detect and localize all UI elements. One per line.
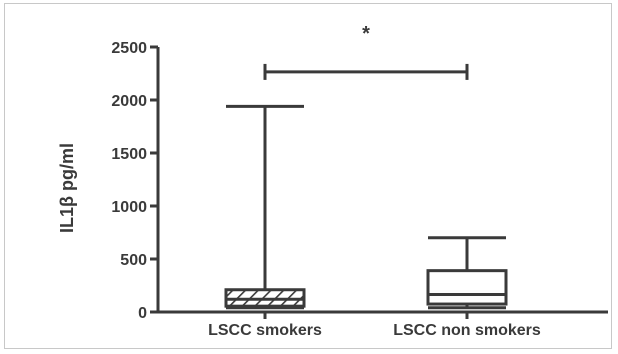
y-tick-label: 0 <box>138 305 147 322</box>
category-label: LSCC non smokers <box>393 322 541 339</box>
y-tick-label: 1500 <box>111 146 147 163</box>
y-tick-label: 2000 <box>111 93 147 110</box>
significance-star: * <box>362 23 370 45</box>
chart-frame <box>4 3 612 349</box>
y-tick-label: 500 <box>120 252 147 269</box>
y-tick-label: 1000 <box>111 199 147 216</box>
y-axis-label: IL1β pg/ml <box>57 143 77 233</box>
box-1 <box>224 104 306 310</box>
y-tick-label: 2500 <box>111 40 147 57</box>
category-label: LSCC smokers <box>208 322 322 339</box>
box-2 <box>426 236 508 310</box>
box-iqr <box>426 269 508 306</box>
